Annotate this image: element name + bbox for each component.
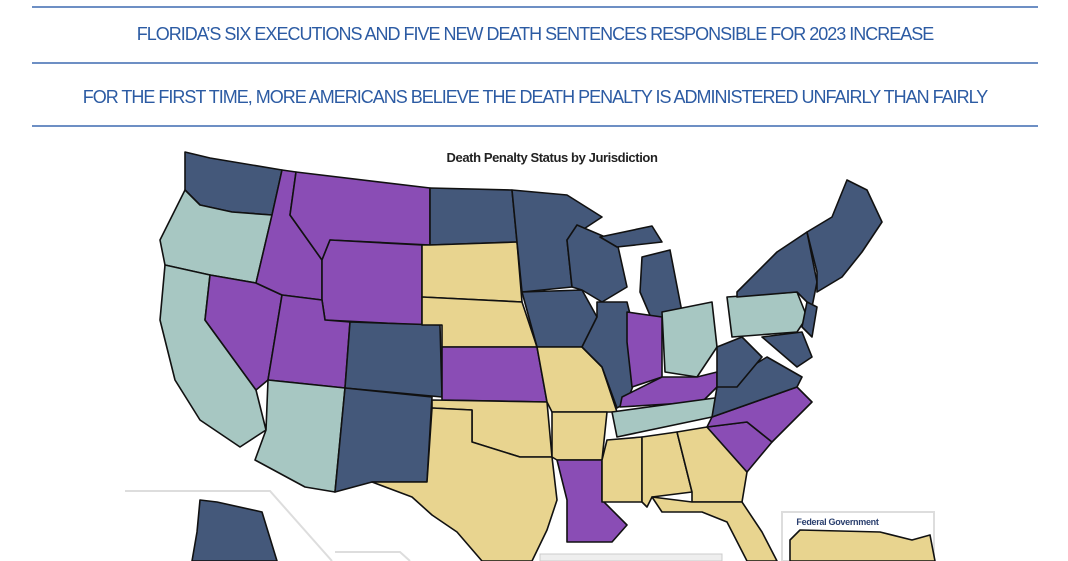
state-pa bbox=[726, 291, 808, 338]
state-nd bbox=[429, 187, 518, 246]
headline-2: FOR THE FIRST TIME, MORE AMERICANS BELIE… bbox=[32, 86, 1038, 108]
state-nj bbox=[801, 301, 818, 338]
state-ms bbox=[601, 436, 643, 503]
state-ak bbox=[191, 499, 278, 561]
map-title-text: Death Penalty Status by Jurisdiction bbox=[446, 150, 658, 165]
state-az bbox=[254, 379, 346, 493]
map-title: Death Penalty Status by Jurisdiction bbox=[402, 150, 702, 165]
state-tx bbox=[371, 407, 558, 561]
state-nm bbox=[334, 387, 433, 493]
state-oh bbox=[661, 301, 718, 378]
top-rule bbox=[32, 6, 1038, 8]
state-in bbox=[626, 311, 663, 388]
middle-rule bbox=[32, 62, 1038, 64]
headline-1: FLORIDA’S SIX EXECUTIONS AND FIVE NEW DE… bbox=[32, 23, 1038, 45]
bottom-rule bbox=[32, 125, 1038, 127]
headline-1-text: FLORIDA’S SIX EXECUTIONS AND FIVE NEW DE… bbox=[136, 24, 935, 44]
state-fed bbox=[789, 529, 936, 561]
state-ny bbox=[736, 231, 818, 308]
federal-inset-label: Federal Government bbox=[785, 517, 890, 527]
state-ar bbox=[551, 411, 608, 461]
state-mi bbox=[599, 225, 663, 248]
legend-box bbox=[539, 553, 723, 561]
state-wv bbox=[716, 336, 763, 388]
state-co bbox=[344, 321, 443, 398]
state-sd bbox=[421, 241, 523, 303]
state-wy bbox=[321, 239, 423, 326]
hawaii-inset-frame bbox=[335, 551, 411, 561]
alaska-inset-frame bbox=[125, 490, 333, 561]
state-md bbox=[761, 331, 813, 368]
state-ks bbox=[441, 346, 548, 403]
headline-2-text: FOR THE FIRST TIME, MORE AMERICANS BELIE… bbox=[82, 87, 989, 107]
state-fl bbox=[651, 496, 778, 561]
federal-inset-label-text: Federal Government bbox=[796, 517, 879, 527]
state-ne-region bbox=[806, 179, 883, 293]
